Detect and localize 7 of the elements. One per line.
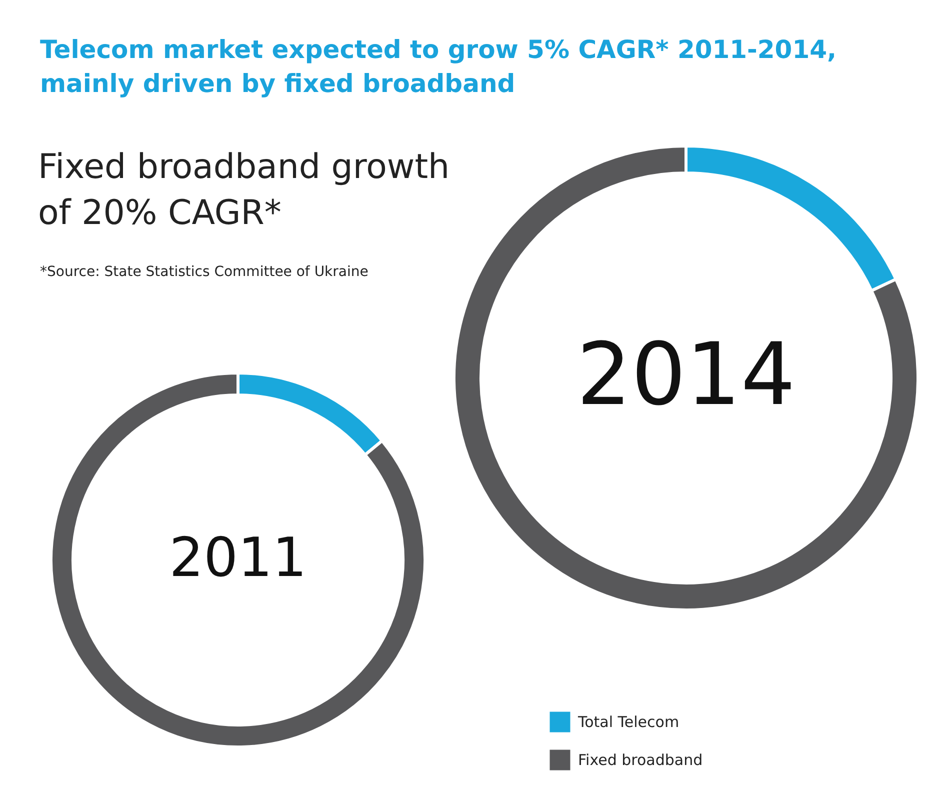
legend-label: Fixed broadband (578, 751, 703, 769)
text: *Source: State Statistics Committee of Ukraine (40, 264, 368, 280)
text: Fixed broadband growth of 20% CAGR* (38, 147, 450, 233)
legend-label: Total Telecom (577, 713, 680, 731)
chart-title: Telecom market expected to grow 5% CAGR* 2011-2014, mainly driven by fixed broadband (40, 35, 836, 98)
slice-label: 2011 (169, 526, 307, 589)
slice-label: 2014 (576, 325, 796, 425)
